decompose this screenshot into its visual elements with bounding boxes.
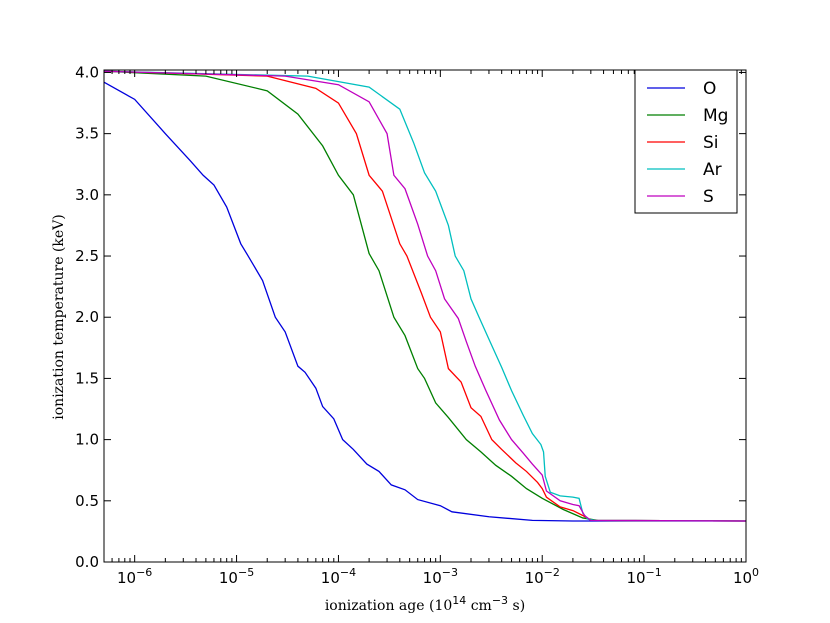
y-tick-label: 4.0 — [75, 63, 99, 81]
legend: O Mg Si Ar S — [634, 69, 738, 214]
series-line-si — [103, 70, 747, 522]
x-tick-label: 10−3 — [423, 566, 458, 587]
y-tick-label: 0.5 — [75, 492, 99, 510]
y-axis-title: ionization temperature (keV) — [51, 214, 67, 419]
series-line-s — [103, 70, 747, 522]
y-tick-label: 0.0 — [75, 553, 99, 571]
tick-labels-layer: 10−6 10−5 10−4 10−3 10−2 10−1 100 0.0 0.5 1.0 1.5 2… — [75, 63, 759, 587]
legend-label-si: Si — [703, 133, 719, 153]
y-tick-label: 3.5 — [75, 125, 99, 143]
series-line-ar — [103, 70, 747, 522]
series-line-mg — [103, 70, 747, 522]
series-layer — [103, 70, 747, 522]
x-tick-label: 100 — [733, 566, 759, 587]
x-tick-label: 10−6 — [117, 566, 152, 587]
x-tick-label: 10−5 — [219, 566, 254, 587]
y-tick-label: 2.0 — [75, 308, 99, 326]
x-tick-label: 10−1 — [626, 566, 661, 587]
series-line-o — [103, 81, 746, 522]
y-tick-label: 1.5 — [75, 369, 99, 387]
legend-label-o: O — [703, 79, 716, 99]
legend-label-s: S — [703, 187, 714, 207]
y-tick-label: 3.0 — [75, 186, 99, 204]
x-axis-title: ionization age (1014 cm−3 s) — [325, 594, 525, 614]
x-tick-label: 10−4 — [321, 566, 356, 587]
legend-label-ar: Ar — [703, 160, 722, 180]
legend-label-mg: Mg — [703, 106, 728, 126]
y-tick-label: 1.0 — [75, 431, 99, 449]
y-tick-label: 2.5 — [75, 247, 99, 265]
x-tick-label: 10−2 — [525, 566, 560, 587]
